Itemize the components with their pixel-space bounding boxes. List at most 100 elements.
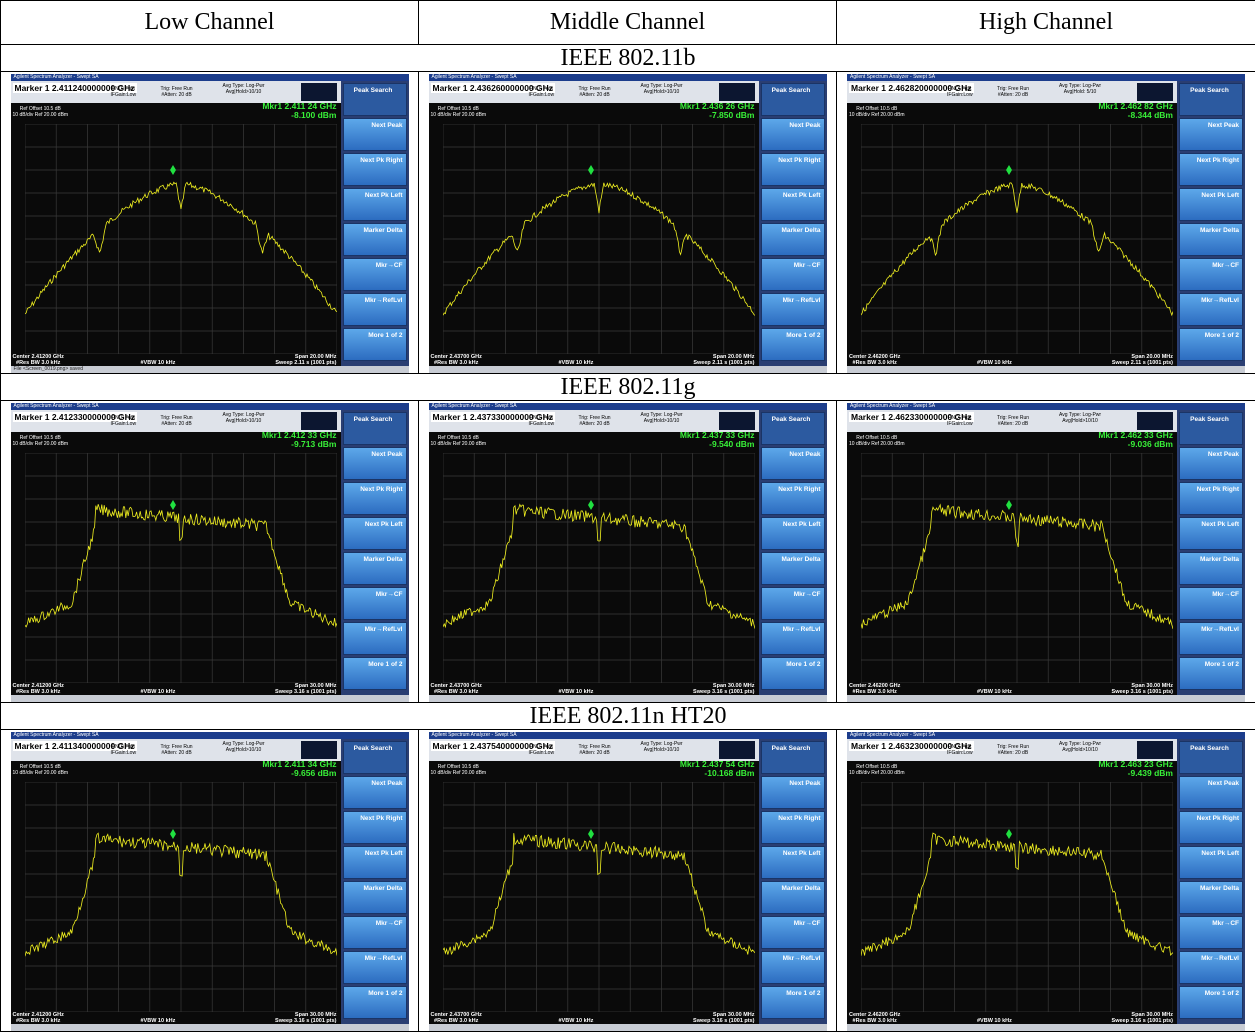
marker-delta-button[interactable]: Marker Delta [1179,881,1243,914]
next-peak-button[interactable]: Next Peak [1179,118,1243,151]
next-pk-right-button[interactable]: Next Pk Right [760,811,825,844]
next-peak-button[interactable]: Next Peak [760,776,825,809]
mkr-reflvl-button[interactable]: Mkr→RefLvl [1179,293,1243,326]
next-pk-right-button[interactable]: Next Pk Right [1179,482,1243,515]
next-peak-button[interactable]: Next Peak [342,118,407,151]
peak-search-button[interactable]: Peak Search [760,741,825,774]
next-peak-button[interactable]: Next Peak [342,447,407,480]
more-button[interactable]: More 1 of 2 [342,986,407,1019]
peak-search-button[interactable]: Peak Search [1179,412,1243,445]
mkr-cf-button[interactable]: Mkr→CF [1179,258,1243,291]
next-pk-left-button[interactable]: Next Pk Left [1179,188,1243,221]
next-pk-right-button[interactable]: Next Pk Right [1179,153,1243,186]
marker-diamond [587,500,594,510]
peak-search-button[interactable]: Peak Search [342,741,407,774]
marker-level: -8.344 dBm [1127,110,1173,120]
mkr-reflvl-button[interactable]: Mkr→RefLvl [760,951,825,984]
sweep: Sweep 3.16 s (1001 pts) [693,689,755,695]
next-peak-button[interactable]: Next Peak [760,118,825,151]
mkr-cf-button[interactable]: Mkr→CF [342,258,407,291]
mkr-reflvl-button[interactable]: Mkr→RefLvl [342,622,407,655]
next-pk-left-button[interactable]: Next Pk Left [1179,517,1243,550]
mkr-cf-button[interactable]: Mkr→CF [760,258,825,291]
next-peak-button[interactable]: Next Peak [1179,447,1243,480]
next-pk-right-button[interactable]: Next Pk Right [1179,811,1243,844]
plot-cell: Agilent Spectrum Analyzer - Swept SA Mar… [0,400,419,703]
mkr-cf-button[interactable]: Mkr→CF [1179,916,1243,949]
more-button[interactable]: More 1 of 2 [1179,657,1243,690]
window-title: Agilent Spectrum Analyzer - Swept SA [428,403,827,410]
mkr-cf-button[interactable]: Mkr→CF [342,916,407,949]
next-pk-left-button[interactable]: Next Pk Left [342,846,407,879]
next-pk-left-button[interactable]: Next Pk Left [342,517,407,550]
marker-frequency: Marker 1 2.411340000000 GHz [12,741,137,751]
next-peak-button[interactable]: Next Peak [342,776,407,809]
trig-atten: Trig: Free Run #Atten: 20 dB [578,415,611,427]
marker-delta-button[interactable]: Marker Delta [1179,223,1243,256]
mkr-cf-button[interactable]: Mkr→CF [760,587,825,620]
span-sweep: Span 20.00 MHz Sweep 2.11 s (1001 pts) [693,354,754,366]
next-peak-button[interactable]: Next Peak [760,447,825,480]
spectrum-analyzer-screenshot: Agilent Spectrum Analyzer - Swept SA Mar… [10,403,409,702]
next-pk-right-button[interactable]: Next Pk Right [760,153,825,186]
marker-delta-button[interactable]: Marker Delta [1179,552,1243,585]
marker-delta-button[interactable]: Marker Delta [342,552,407,585]
vbw: #VBW 10 kHz [140,360,176,366]
mkr-reflvl-button[interactable]: Mkr→RefLvl [760,293,825,326]
center-rbw: Center 2.43700 GHz #Res BW 3.0 kHz [431,1012,482,1024]
plot-cell: Agilent Spectrum Analyzer - Swept SA Mar… [418,71,837,374]
span-sweep: Span 30.00 MHz Sweep 3.16 s (1001 pts) [693,1012,754,1024]
more-button[interactable]: More 1 of 2 [342,657,407,690]
peak-search-button[interactable]: Peak Search [342,412,407,445]
sweep: Sweep 2.11 s (1001 pts) [693,360,755,366]
peak-search-button[interactable]: Peak Search [1179,741,1243,774]
more-button[interactable]: More 1 of 2 [760,986,825,1019]
mkr-reflvl-button[interactable]: Mkr→RefLvl [1179,951,1243,984]
trig-atten: Trig: Free Run #Atten: 20 dB [160,86,193,98]
next-pk-left-button[interactable]: Next Pk Left [760,846,825,879]
header-middle-channel: Middle Channel [418,0,837,45]
mkr-reflvl-button[interactable]: Mkr→RefLvl [342,951,407,984]
marker-readout: Mkr1 2.412 33 GHz -9.713 dBm [262,431,337,449]
peak-search-button[interactable]: Peak Search [760,83,825,116]
standard-label: IEEE 802.11n HT20 [0,702,1255,730]
marker-delta-button[interactable]: Marker Delta [760,881,825,914]
mkr-cf-button[interactable]: Mkr→CF [760,916,825,949]
next-peak-button[interactable]: Next Peak [1179,776,1243,809]
next-pk-left-button[interactable]: Next Pk Left [760,517,825,550]
more-button[interactable]: More 1 of 2 [342,328,407,361]
next-pk-left-button[interactable]: Next Pk Left [342,188,407,221]
more-button[interactable]: More 1 of 2 [1179,986,1243,1019]
more-button[interactable]: More 1 of 2 [1179,328,1243,361]
more-button[interactable]: More 1 of 2 [760,657,825,690]
marker-delta-button[interactable]: Marker Delta [760,552,825,585]
next-pk-right-button[interactable]: Next Pk Right [342,482,407,515]
peak-search-button[interactable]: Peak Search [342,83,407,116]
peak-search-button[interactable]: Peak Search [1179,83,1243,116]
vbw: #VBW 10 kHz [977,1018,1012,1024]
next-pk-left-button[interactable]: Next Pk Left [1179,846,1243,879]
spectrum-plot [442,453,755,683]
marker-delta-button[interactable]: Marker Delta [760,223,825,256]
next-pk-right-button[interactable]: Next Pk Right [342,153,407,186]
marker-delta-button[interactable]: Marker Delta [342,223,407,256]
trig-atten: Trig: Free Run #Atten: 20 dB [997,415,1030,427]
marker-delta-button[interactable]: Marker Delta [342,881,407,914]
peak-search-button[interactable]: Peak Search [760,412,825,445]
marker-readout: Mkr1 2.436 26 GHz -7.850 dBm [680,102,755,120]
softkey-panel: Peak Search Next Peak Next Pk Right Next Pk… [1177,81,1245,366]
spectrum-plot [442,124,755,354]
mkr-reflvl-button[interactable]: Mkr→RefLvl [1179,622,1243,655]
mkr-reflvl-button[interactable]: Mkr→RefLvl [760,622,825,655]
next-pk-right-button[interactable]: Next Pk Right [760,482,825,515]
mkr-reflvl-button[interactable]: Mkr→RefLvl [342,293,407,326]
trace-indicator [718,83,755,101]
mkr-cf-button[interactable]: Mkr→CF [1179,587,1243,620]
mkr-cf-button[interactable]: Mkr→CF [342,587,407,620]
window-title: Agilent Spectrum Analyzer - Swept SA [847,74,1245,81]
trig-atten: Trig: Free Run #Atten: 20 dB [160,744,193,756]
spectrum-analyzer-screenshot: Agilent Spectrum Analyzer - Swept SA Mar… [428,403,827,702]
next-pk-right-button[interactable]: Next Pk Right [342,811,407,844]
more-button[interactable]: More 1 of 2 [760,328,825,361]
next-pk-left-button[interactable]: Next Pk Left [760,188,825,221]
